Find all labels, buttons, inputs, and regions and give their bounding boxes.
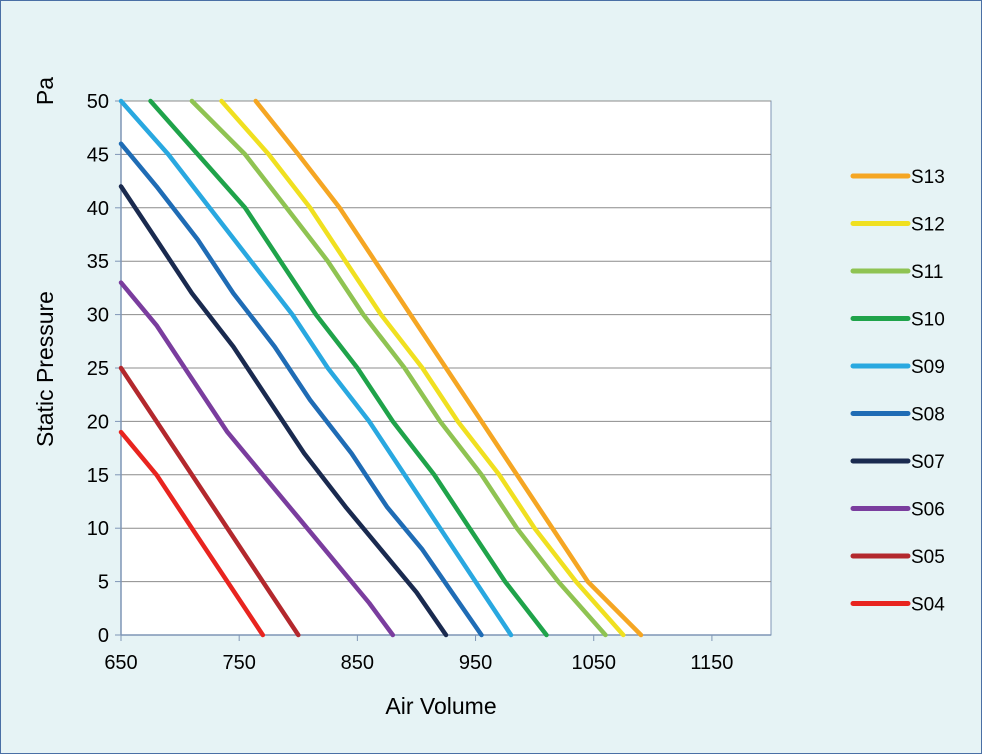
y-tick-label: 0 — [98, 625, 109, 647]
legend-label-s04: S04 — [911, 595, 945, 616]
legend-label-s13: S13 — [911, 167, 945, 188]
x-tick-label: 1150 — [690, 652, 733, 674]
y-axis-label: Static Pressure — [32, 291, 58, 447]
series-line-s04 — [118, 429, 266, 638]
legend-label-s08: S08 — [911, 405, 945, 426]
series-line-s05 — [118, 365, 301, 638]
series-line-s10 — [148, 98, 549, 638]
series-line-s06 — [118, 280, 396, 638]
x-tick-label: 850 — [341, 652, 374, 674]
y-tick-label: 30 — [87, 305, 109, 327]
y-axis-unit: Pa — [32, 77, 58, 105]
y-tick-label: 45 — [87, 144, 109, 166]
x-tick-label: 650 — [104, 652, 137, 674]
x-tick-label: 1050 — [571, 652, 616, 674]
y-tick-label: 20 — [87, 411, 109, 433]
legend-label-s12: S12 — [911, 215, 945, 236]
series-line-s13 — [253, 98, 644, 638]
legend-label-s06: S06 — [911, 500, 945, 521]
y-tick-label: 15 — [87, 465, 109, 487]
y-tick-label: 10 — [87, 518, 109, 540]
x-axis-label: Air Volume — [385, 693, 496, 719]
y-tick-label: 50 — [87, 91, 109, 113]
legend-label-s07: S07 — [911, 452, 945, 473]
legend-label-s09: S09 — [911, 357, 945, 378]
y-tick-label: 25 — [87, 358, 109, 380]
y-tick-label: 5 — [98, 572, 109, 594]
legend-label-s05: S05 — [911, 547, 945, 568]
series-line-s07 — [118, 184, 449, 638]
series-line-s11 — [189, 98, 608, 638]
x-tick-label: 750 — [222, 652, 255, 674]
legend-label-s11: S11 — [911, 262, 943, 283]
series-line-s08 — [118, 141, 484, 638]
legend-label-s10: S10 — [911, 310, 945, 331]
series-line-s12 — [219, 98, 626, 638]
y-tick-label: 40 — [87, 198, 109, 220]
x-tick-label: 950 — [459, 652, 492, 674]
y-tick-label: 35 — [87, 251, 109, 273]
series-line-s09 — [118, 98, 514, 638]
